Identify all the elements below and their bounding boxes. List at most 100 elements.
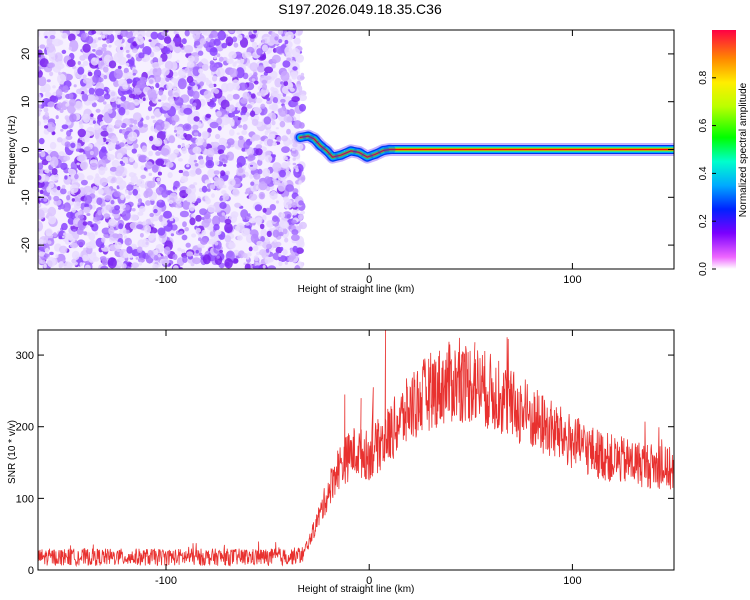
noise-speckle	[253, 80, 259, 85]
noise-speckle	[172, 265, 179, 269]
noise-speckle	[44, 125, 49, 129]
noise-speckle	[238, 82, 248, 91]
noise-speckle	[114, 39, 122, 47]
noise-speckle	[182, 171, 190, 177]
noise-speckle	[291, 219, 297, 224]
noise-speckle	[109, 166, 118, 172]
noise-speckle	[44, 91, 52, 98]
track-blob	[320, 145, 333, 156]
noise-speckle	[249, 174, 254, 179]
snr-ytick-label: 0	[28, 565, 34, 577]
noise-speckle	[145, 161, 153, 170]
noise-speckle	[272, 229, 280, 238]
noise-speckle	[83, 195, 93, 204]
noise-speckle	[67, 217, 75, 225]
noise-speckle	[52, 187, 57, 193]
noise-speckle	[291, 202, 298, 208]
noise-speckle	[276, 136, 282, 142]
noise-speckle	[33, 173, 38, 179]
noise-speckle	[275, 46, 285, 54]
noise-speckle	[46, 122, 56, 133]
noise-speckle	[114, 119, 123, 127]
noise-speckle	[188, 203, 196, 212]
noise-speckle	[262, 168, 271, 178]
noise-speckle	[191, 213, 196, 218]
noise-speckle	[148, 39, 152, 42]
noise-speckle	[160, 148, 170, 156]
noise-speckle	[169, 218, 174, 222]
noise-speckle	[220, 170, 226, 177]
noise-speckle	[224, 258, 233, 269]
noise-speckle	[177, 247, 182, 252]
noise-speckle	[178, 153, 182, 157]
noise-speckle	[69, 242, 78, 249]
noise-speckle	[184, 30, 190, 37]
noise-speckle	[128, 172, 136, 178]
noise-speckle	[207, 204, 216, 213]
track-blob	[326, 152, 339, 163]
spectrogram-ylabel: Frequency (Hz)	[7, 116, 18, 185]
snr-xtick-label: -100	[155, 575, 177, 587]
noise-speckle	[83, 247, 87, 251]
noise-speckle	[79, 123, 84, 129]
noise-speckle	[126, 89, 133, 95]
spectrogram-ytick-label: 10	[20, 96, 32, 108]
noise-speckle	[248, 31, 253, 36]
noise-speckle	[38, 162, 44, 170]
noise-speckle	[38, 251, 46, 257]
noise-speckle	[226, 58, 234, 64]
noise-speckle	[203, 217, 212, 224]
noise-speckle	[186, 164, 190, 168]
noise-speckle	[215, 110, 222, 117]
noise-speckle	[256, 240, 264, 247]
noise-speckle	[185, 194, 193, 203]
noise-speckle	[266, 100, 273, 105]
noise-speckle	[68, 234, 74, 241]
noise-speckle	[142, 220, 147, 226]
noise-speckle	[292, 209, 298, 216]
noise-speckle	[241, 51, 248, 59]
noise-speckle	[43, 107, 49, 113]
noise-speckle	[82, 221, 88, 226]
noise-speckle	[167, 172, 173, 179]
noise-speckle	[154, 68, 158, 73]
noise-speckle	[38, 53, 41, 58]
noise-speckle	[43, 263, 47, 269]
noise-speckle	[181, 143, 185, 147]
snr-xlabel: Height of straight line (km)	[298, 584, 415, 595]
noise-speckle	[282, 228, 288, 235]
noise-speckle	[63, 155, 71, 161]
noise-speckle	[34, 190, 38, 193]
noise-speckle	[52, 85, 56, 89]
noise-speckle	[272, 142, 278, 146]
noise-speckle	[249, 62, 259, 72]
noise-speckle	[251, 41, 258, 49]
noise-speckle	[77, 239, 86, 247]
noise-speckle	[181, 147, 188, 154]
noise-speckle	[65, 103, 69, 107]
noise-speckle	[219, 202, 227, 209]
noise-speckle	[163, 36, 172, 44]
noise-speckle	[201, 229, 206, 236]
noise-speckle	[209, 47, 218, 56]
noise-speckle	[245, 35, 251, 40]
noise-speckle	[155, 119, 165, 131]
noise-speckle	[284, 204, 289, 209]
noise-speckle	[71, 207, 76, 213]
noise-speckle	[187, 114, 197, 125]
noise-speckle	[254, 204, 263, 212]
noise-speckle	[153, 75, 161, 83]
noise-speckle	[128, 241, 132, 244]
noise-speckle	[281, 135, 288, 142]
noise-speckle	[239, 114, 249, 122]
noise-speckle	[103, 66, 109, 73]
noise-speckle	[278, 231, 284, 237]
noise-speckle	[242, 216, 246, 220]
noise-speckle	[224, 235, 232, 243]
noise-speckle	[192, 84, 198, 92]
spectrogram-xtick-label: -100	[155, 274, 177, 286]
noise-speckle	[212, 215, 221, 227]
noise-speckle	[271, 120, 276, 126]
noise-speckle	[274, 36, 279, 41]
noise-speckle	[185, 188, 192, 195]
